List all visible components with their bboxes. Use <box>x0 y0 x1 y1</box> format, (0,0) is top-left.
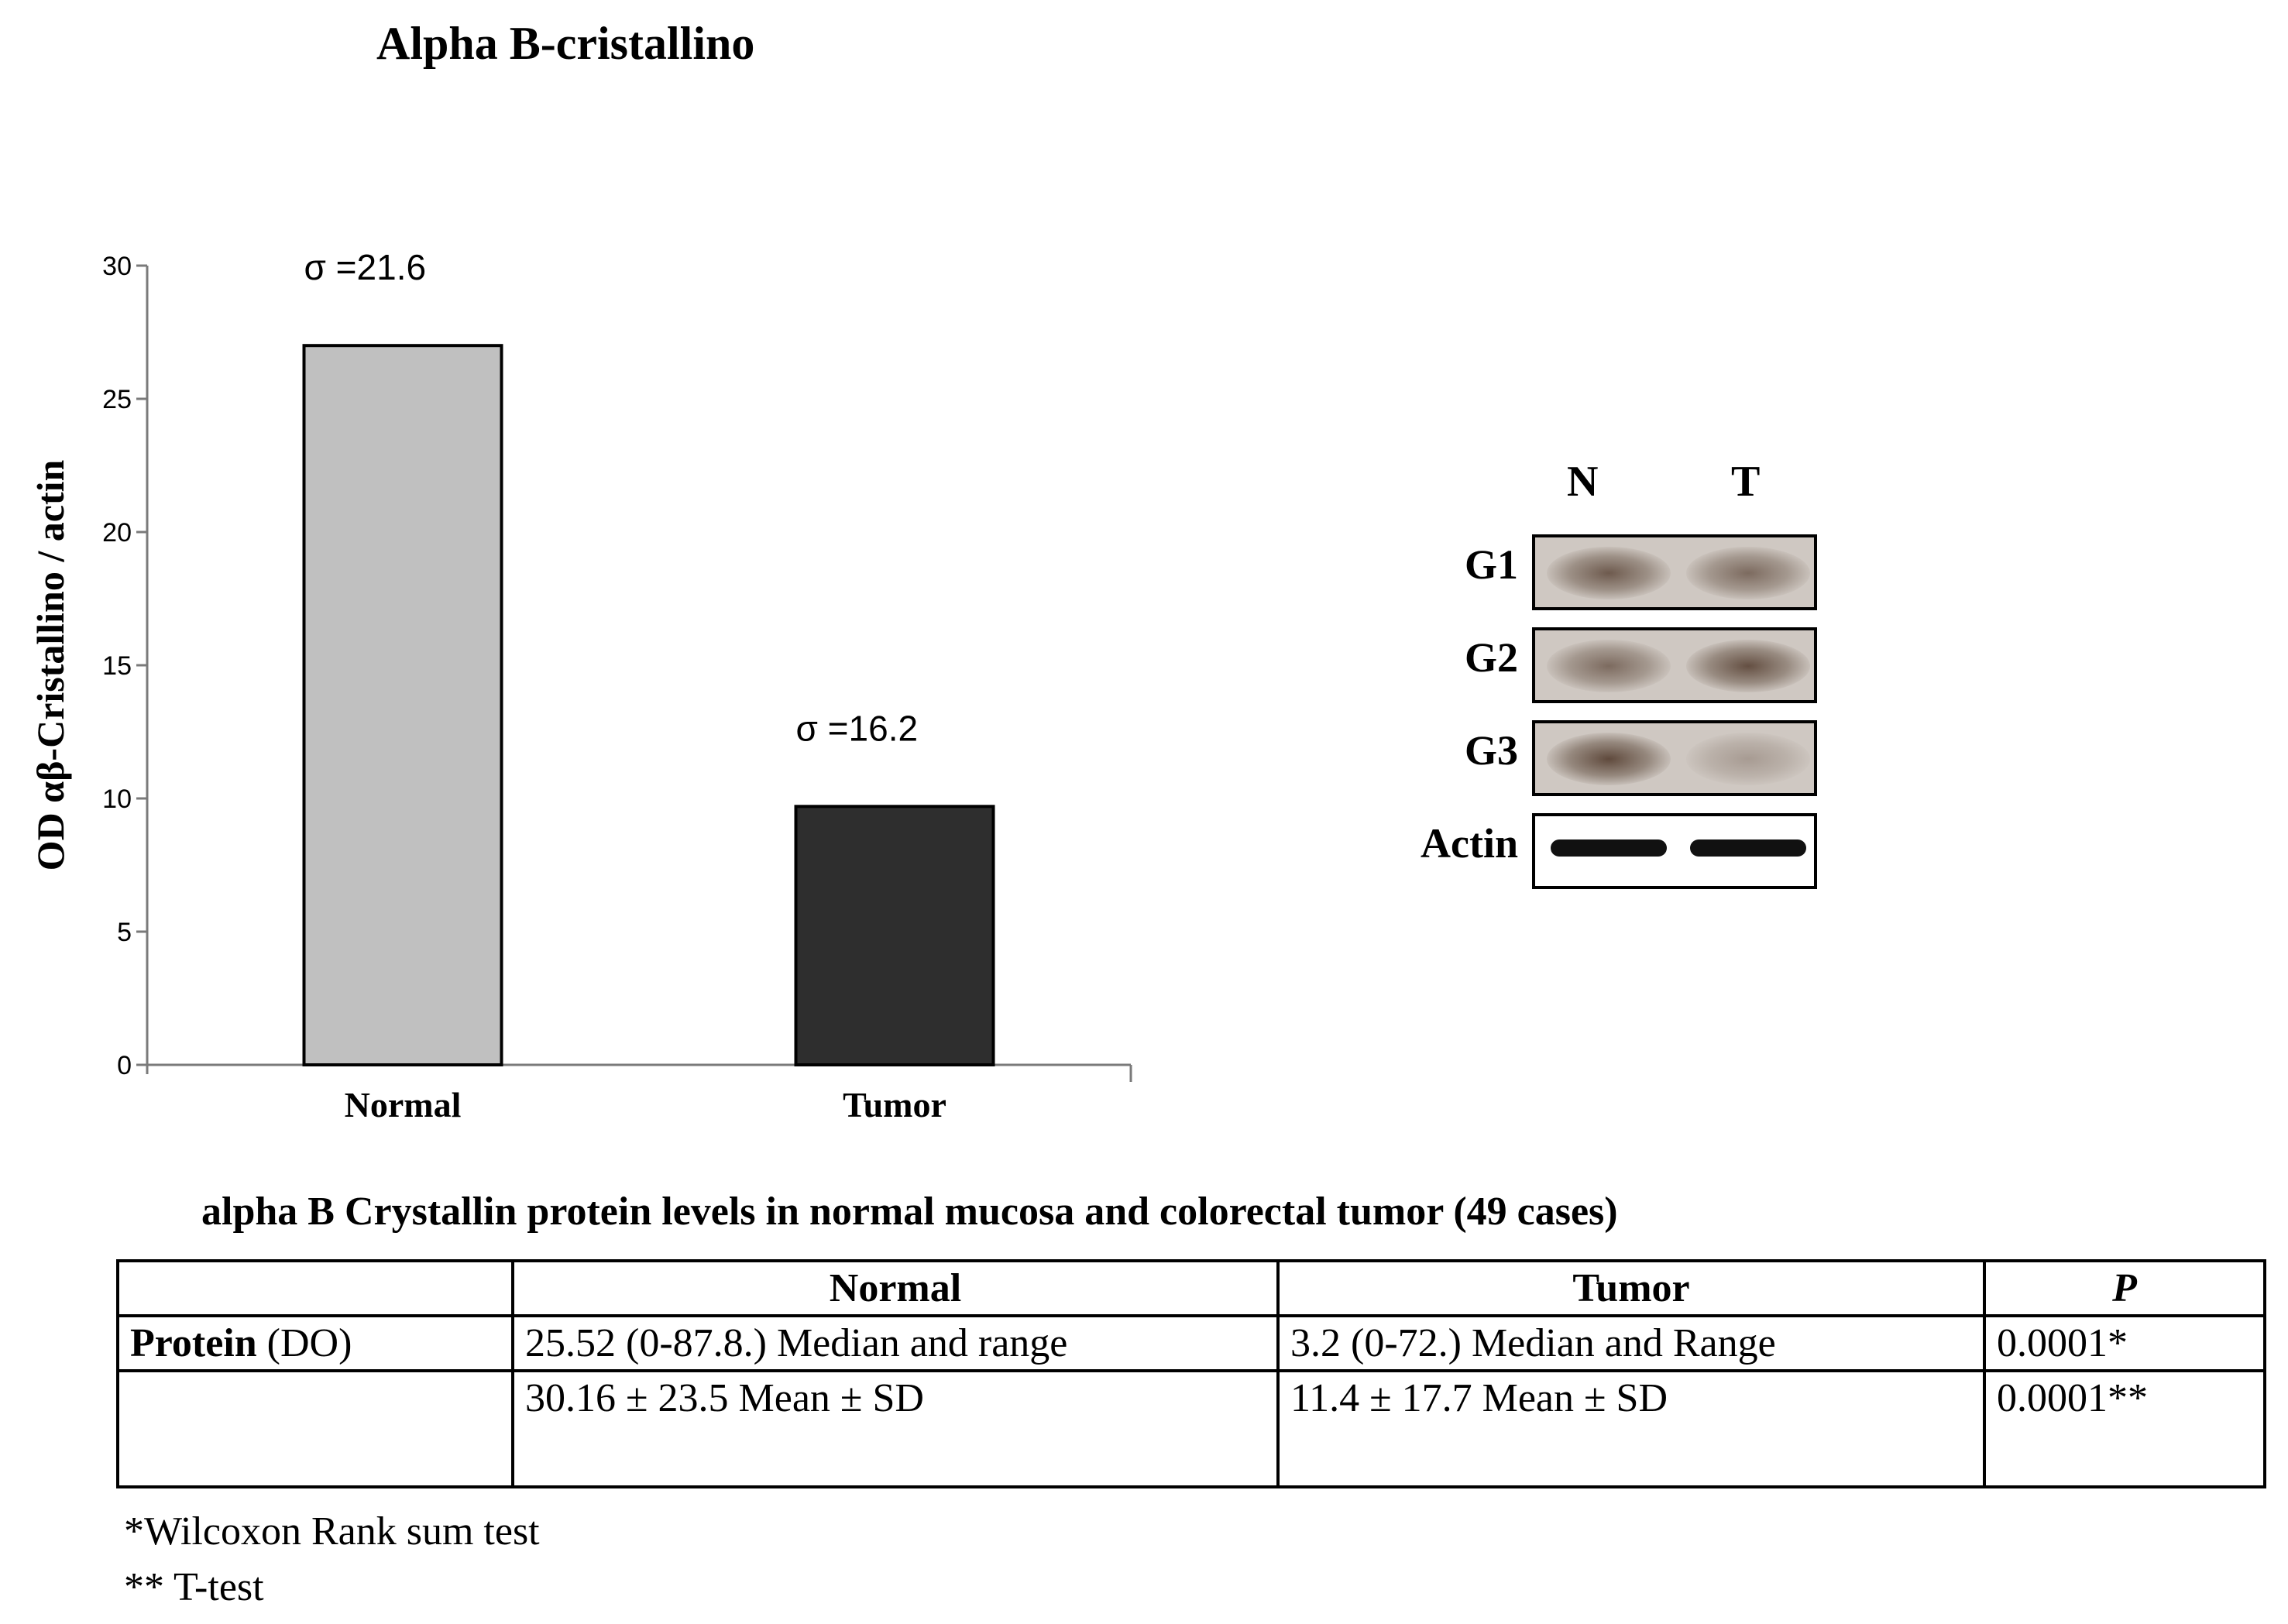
x-tick-label: Normal <box>345 1085 462 1124</box>
sigma-annotation: σ =16.2 <box>796 708 919 748</box>
bar-tumor <box>794 805 995 1066</box>
header-empty <box>116 1259 514 1317</box>
cell-normal: 30.16 ± 23.5 Mean ± SD <box>511 1369 1280 1488</box>
cell-normal: 25.52 (0-87.8.) Median and range <box>511 1314 1280 1372</box>
band-t <box>1690 839 1806 857</box>
cell-tumor: 11.4 ± 17.7 Mean ± SD <box>1276 1369 1986 1488</box>
band-n <box>1547 640 1671 692</box>
y-tick-label: 20 <box>102 518 132 548</box>
band-t <box>1686 640 1810 692</box>
cell-tumor: 3.2 (0-72.) Median and Range <box>1276 1314 1986 1372</box>
sigma-annotation: σ =21.6 <box>304 247 427 287</box>
table-row: 30.16 ± 23.5 Mean ± SD 11.4 ± 17.7 Mean … <box>116 1369 2266 1488</box>
blot-panel-g3 <box>1532 720 1817 796</box>
band-n <box>1547 547 1671 599</box>
bar-chart: 0 5 10 15 20 25 30 OD αβ-Cristallino / actin Nor… <box>29 247 1132 1124</box>
x-tick-label: Tumor <box>843 1085 946 1124</box>
y-tick-label: 0 <box>117 1051 132 1080</box>
blot-row-label: Actin <box>1421 820 1518 867</box>
cell-p: 0.0001* <box>1983 1314 2266 1372</box>
footnote-ttest: ** T-test <box>124 1565 264 1609</box>
band-t <box>1686 547 1810 599</box>
lane-label-t: T <box>1731 458 1761 506</box>
header-normal: Normal <box>511 1259 1280 1317</box>
row-label-rest: (DO) <box>256 1321 352 1365</box>
western-blot: N T G1 G2 G3 Actin <box>1394 457 1843 906</box>
bar-normal <box>302 344 503 1066</box>
cell-p: 0.0001** <box>1983 1369 2266 1488</box>
header-p: P <box>1983 1259 2266 1317</box>
stats-table: Normal Tumor P Protein (DO) 25.52 (0-87.… <box>116 1259 2266 1488</box>
row-label <box>116 1369 514 1488</box>
blot-panel-g2 <box>1532 627 1817 703</box>
table-caption: alpha B Crystallin protein levels in nor… <box>201 1190 1618 1234</box>
blot-panel-actin <box>1532 813 1817 889</box>
y-tick-label: 10 <box>102 785 132 814</box>
table-row: Protein (DO) 25.52 (0-87.8.) Median and … <box>116 1314 2266 1372</box>
blot-row-label: G1 <box>1464 541 1518 588</box>
chart-title: Alpha B-cristallino <box>376 18 755 69</box>
footnote-wilcoxon: *Wilcoxon Rank sum test <box>124 1509 540 1554</box>
blot-panel-g1 <box>1532 534 1817 610</box>
y-tick-label: 25 <box>102 385 132 414</box>
header-tumor: Tumor <box>1276 1259 1986 1317</box>
y-axis-label: OD αβ-Cristallino / actin <box>29 460 72 871</box>
row-label-bold: Protein <box>130 1321 257 1365</box>
y-tick-label: 5 <box>117 918 132 947</box>
table-header-row: Normal Tumor P <box>116 1259 2266 1317</box>
blot-row-label: G2 <box>1464 634 1518 681</box>
y-tick-label: 30 <box>102 252 132 281</box>
blot-row-label: G3 <box>1464 727 1518 774</box>
band-n <box>1551 839 1667 857</box>
band-t <box>1686 733 1810 785</box>
row-label: Protein (DO) <box>116 1314 514 1372</box>
band-n <box>1547 733 1671 785</box>
lane-label-n: N <box>1567 458 1599 506</box>
y-tick-label: 15 <box>102 651 132 681</box>
